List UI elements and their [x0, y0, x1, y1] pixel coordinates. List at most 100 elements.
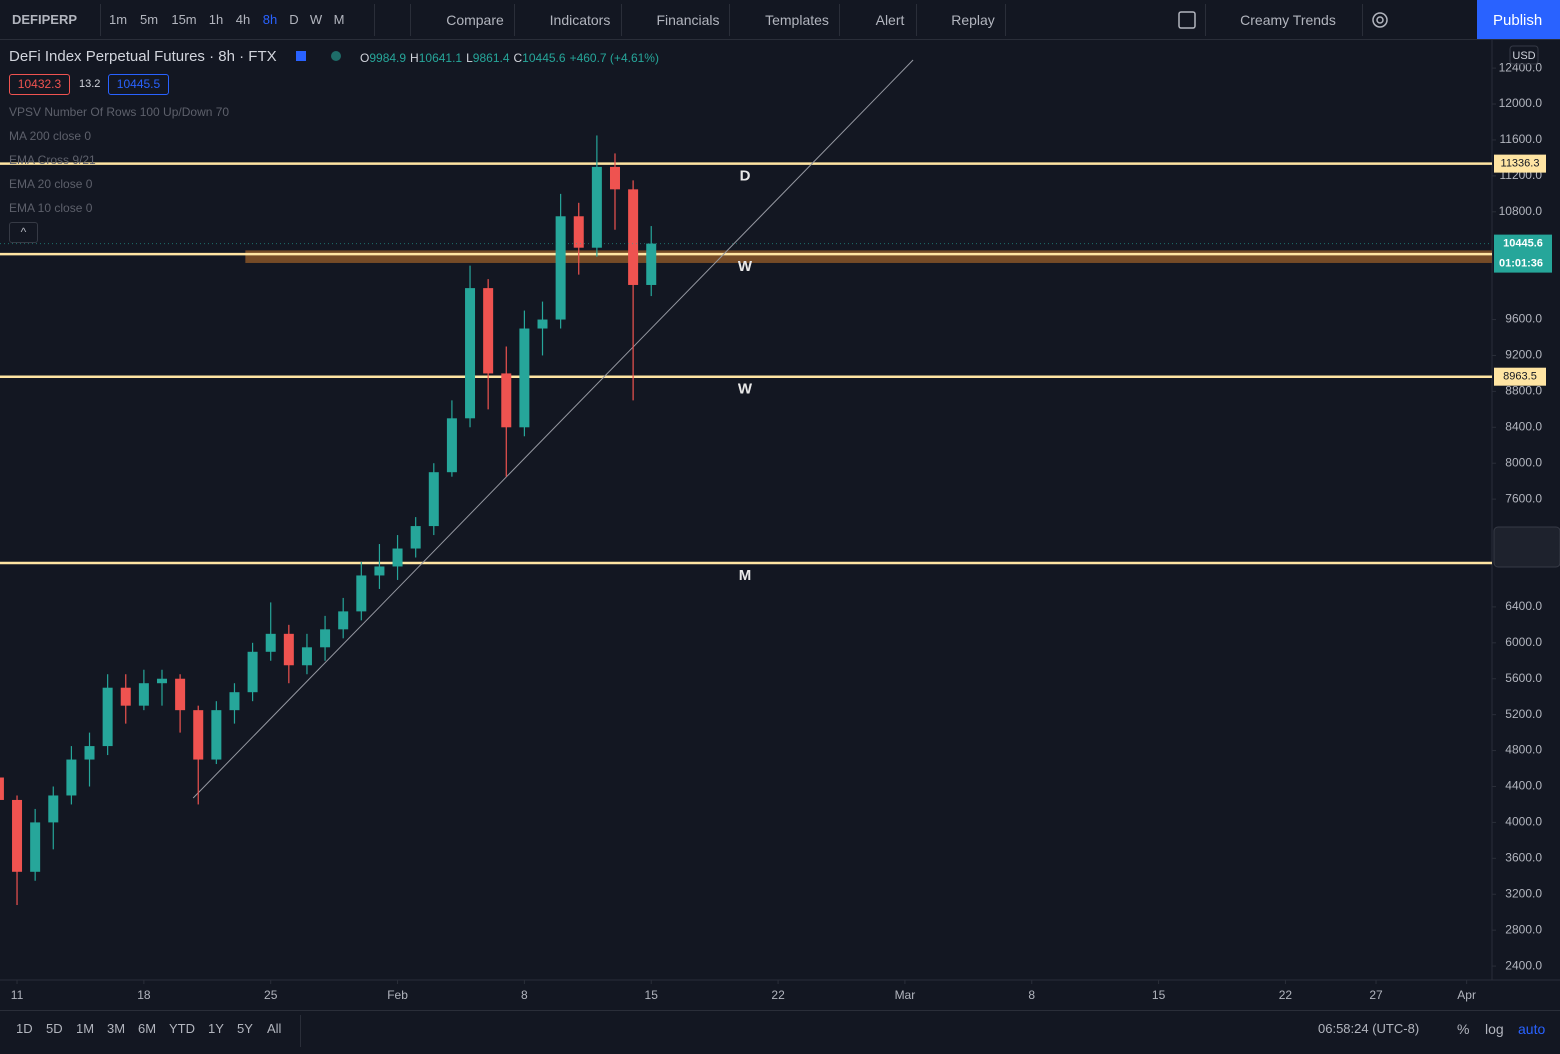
x-tick-label: 18 [137, 988, 151, 1002]
candle-body [519, 328, 530, 428]
x-tick-label: 8 [521, 988, 528, 1002]
candle-body [247, 651, 258, 693]
candle-body [175, 678, 186, 711]
side-widget[interactable] [1493, 526, 1560, 568]
toolbar-button[interactable]: Templates [765, 12, 829, 28]
interval[interactable]: 1m [108, 12, 128, 27]
spread: 13.2 [79, 78, 101, 90]
candle-body [591, 166, 602, 248]
x-tick-label: Feb [387, 988, 408, 1002]
candle-body [48, 795, 59, 823]
indicator[interactable]: EMA 20 close 0 [9, 177, 93, 191]
range-button[interactable]: 1Y [208, 1021, 224, 1036]
y-tick-label: 4800.0 [1505, 743, 1542, 757]
auto-toggle[interactable]: auto [1518, 1021, 1546, 1037]
publish-label: Publish [1493, 12, 1543, 29]
range-button[interactable]: YTD [169, 1021, 195, 1036]
interval[interactable]: 8h [262, 12, 278, 27]
range-button[interactable]: 5D [46, 1021, 63, 1036]
currency: USD [1512, 50, 1535, 62]
level-label: W [738, 381, 753, 398]
range-button[interactable]: 3M [107, 1021, 126, 1036]
ohlc: O9984.9 H10641.1 L9861.4 C10445.6 +460.7 (+4… [360, 51, 659, 65]
toolbar-button[interactable]: Alert [875, 12, 905, 28]
interval[interactable]: W [309, 12, 323, 27]
candle-body [392, 548, 403, 567]
flag[interactable] [296, 51, 306, 61]
y-tick-label: 11600.0 [1500, 132, 1543, 146]
y-tick-label: 6400.0 [1505, 599, 1542, 613]
range-button[interactable]: 1M [76, 1021, 95, 1036]
range-button[interactable]: 5Y [237, 1021, 253, 1036]
settings-icon[interactable] [1370, 10, 1390, 30]
collapse-button[interactable]: ^ [9, 222, 38, 243]
candle-body [573, 216, 584, 248]
publish-button[interactable]: Publish [1477, 0, 1560, 39]
change: +460.7 (+4.61%) [569, 51, 659, 65]
price-tag-label: 8963.5 [1503, 371, 1537, 383]
toolbar-button[interactable]: Financials [656, 12, 720, 28]
y-tick-label: 8400.0 [1505, 419, 1542, 433]
y-tick-label: 5600.0 [1505, 671, 1542, 685]
y-tick-label: 3600.0 [1505, 850, 1542, 864]
candle-body [320, 629, 331, 648]
x-tick-label: 11 [11, 988, 24, 1002]
toolbar-button[interactable]: Compare [446, 12, 504, 28]
candle-body [483, 288, 494, 374]
candle-body [138, 683, 149, 706]
log-toggle[interactable]: log [1485, 1021, 1504, 1037]
indicator[interactable]: EMA 10 close 0 [9, 201, 93, 215]
candle-body [537, 319, 548, 329]
interval[interactable]: D [289, 12, 299, 27]
y-tick-label: 12400.0 [1499, 60, 1543, 74]
interval[interactable]: 15m [171, 12, 197, 27]
ohlc-key: C [513, 51, 523, 65]
candle-body [265, 633, 276, 652]
y-tick-label: 9600.0 [1505, 312, 1542, 326]
x-tick-label: 22 [771, 988, 785, 1002]
symbol[interactable]: DEFIPERP [12, 12, 78, 27]
range-button[interactable]: 1D [16, 1021, 33, 1036]
indicator[interactable]: EMA Cross 9/21 [9, 153, 96, 167]
toolbar-button[interactable]: Indicators [549, 12, 611, 28]
y-tick-label: 9200.0 [1505, 348, 1542, 362]
interval[interactable]: 5m [139, 12, 159, 27]
candle-body [338, 611, 349, 630]
y-tick-label: 5200.0 [1505, 707, 1542, 721]
candle-body [84, 746, 95, 760]
candle-body [156, 678, 167, 684]
candle-body [555, 216, 566, 320]
ohlc-value: 10445.6 [522, 51, 566, 65]
toolbar-button[interactable]: Replay [951, 12, 995, 28]
bid-box[interactable]: 10432.3 [9, 74, 70, 95]
interval[interactable]: M [333, 12, 345, 27]
layout-toggle[interactable] [1178, 11, 1196, 29]
y-tick-label: 12000.0 [1499, 96, 1543, 110]
range-button[interactable]: All [267, 1021, 282, 1036]
candle-body [410, 526, 421, 549]
range-button[interactable]: 6M [138, 1021, 157, 1036]
chart-title: DeFi Index Perpetual Futures · 8h · FTX [9, 48, 277, 65]
last-price-tag [1494, 234, 1552, 273]
indicator[interactable]: VPSV Number Of Rows 100 Up/Down 70 [9, 105, 230, 119]
countdown: 01:01:36 [1499, 258, 1543, 270]
candle-body [30, 822, 41, 872]
candle-body [0, 777, 4, 800]
x-tick-label: Apr [1457, 988, 1476, 1002]
candle-body [628, 189, 639, 285]
interval[interactable]: 4h [235, 12, 251, 27]
currency-box [1509, 45, 1539, 65]
candle-body [66, 759, 77, 796]
candle-body [12, 799, 23, 872]
layout-name[interactable]: Creamy Trends [1240, 12, 1336, 28]
percent-toggle[interactable]: % [1457, 1021, 1470, 1037]
x-tick-label: 15 [1152, 988, 1166, 1002]
y-tick-label: 4400.0 [1505, 779, 1542, 793]
candle-body [465, 288, 476, 419]
indicator[interactable]: MA 200 close 0 [9, 129, 92, 143]
candle-body [501, 373, 512, 428]
price-tag [1494, 154, 1546, 173]
ask-box[interactable]: 10445.5 [108, 74, 169, 95]
y-tick-label: 2400.0 [1505, 958, 1542, 972]
interval[interactable]: 1h [208, 12, 224, 27]
